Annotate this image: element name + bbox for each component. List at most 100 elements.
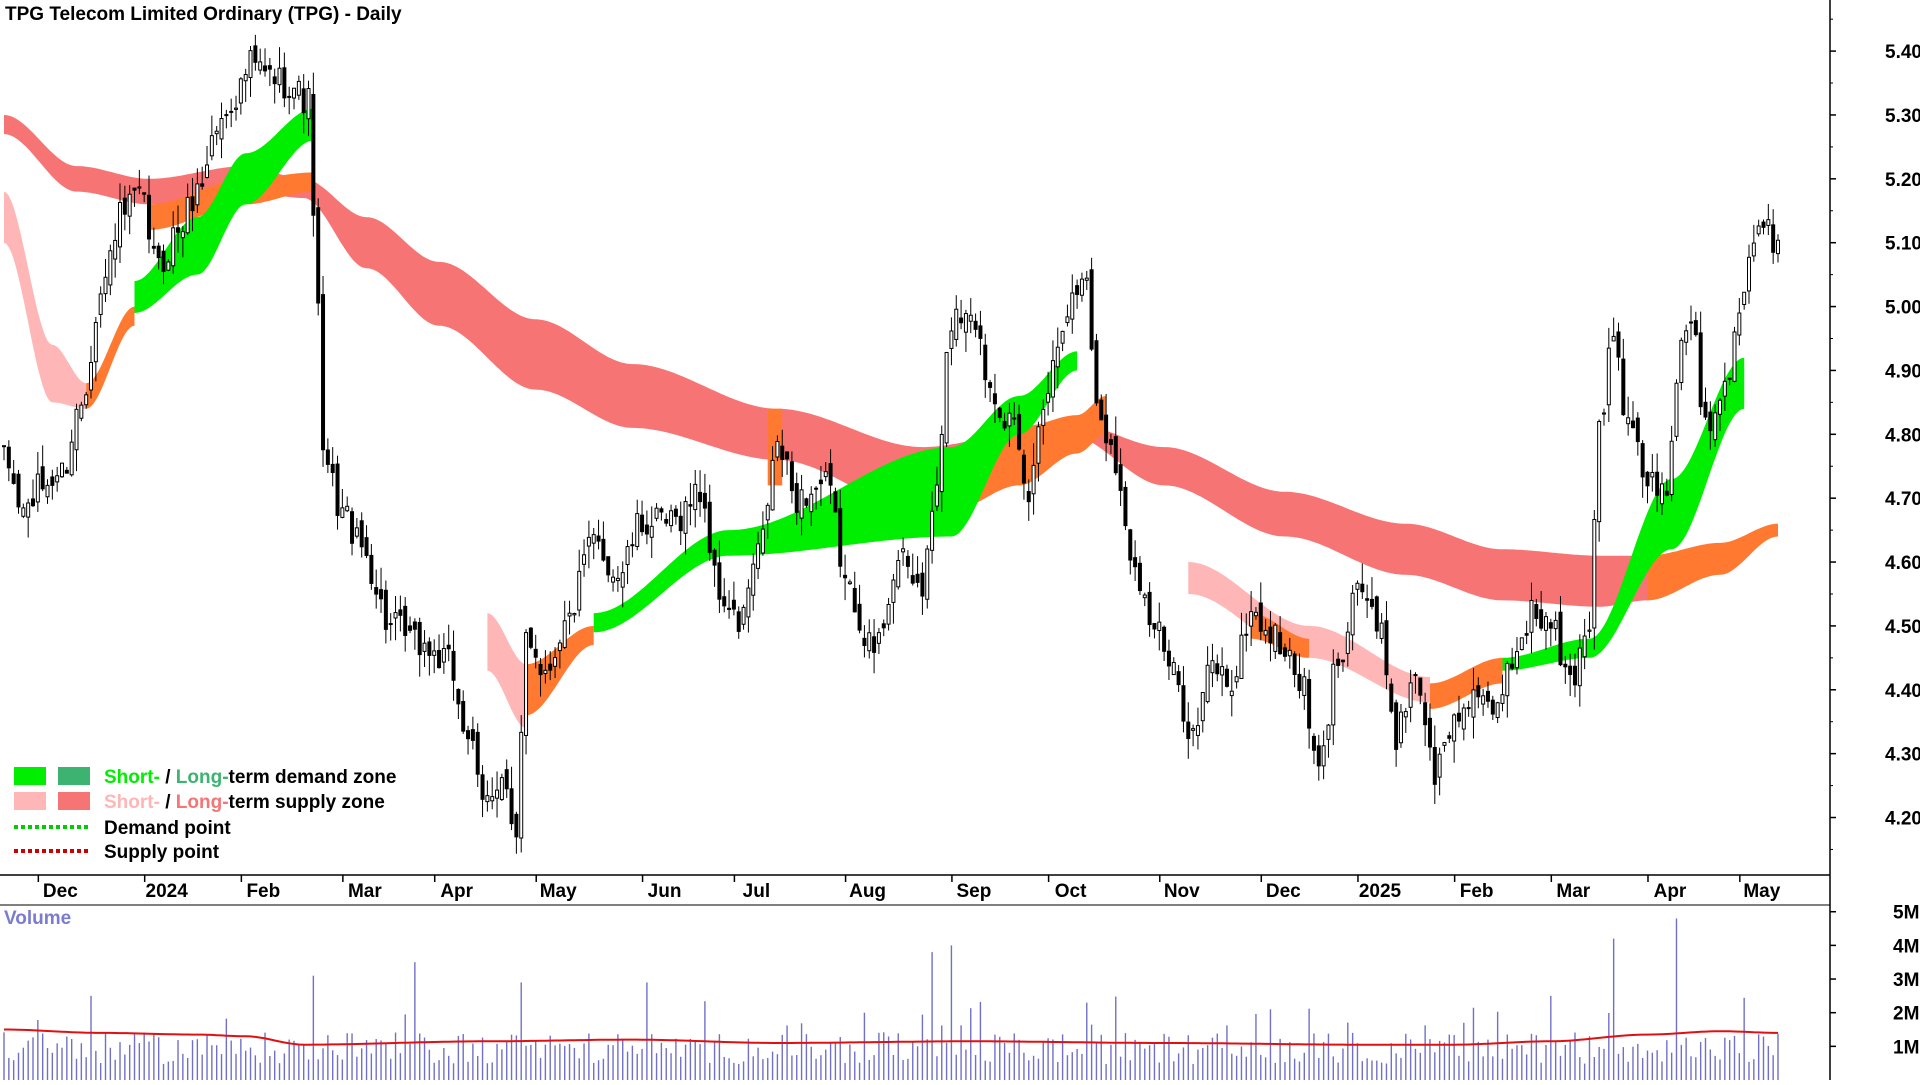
candle (1558, 596, 1563, 667)
candle (1708, 401, 1713, 450)
candle (905, 550, 910, 579)
candle (1606, 327, 1611, 423)
candle-body (601, 538, 606, 561)
candle-body (243, 74, 248, 82)
candle (572, 612, 577, 623)
candle-body (1568, 665, 1573, 675)
candle (282, 52, 287, 108)
candle (1060, 330, 1065, 352)
candle-body (485, 795, 490, 803)
price-tick-label: 5.00 (1885, 298, 1920, 319)
candle (770, 446, 775, 511)
candle-body (1510, 663, 1515, 669)
time-tick-label: Mar (1556, 881, 1590, 902)
price-tick-label: 5.20 (1885, 170, 1920, 191)
candle-body (901, 548, 906, 553)
candle-body (132, 187, 137, 191)
candle-body (340, 507, 345, 518)
candle (1302, 667, 1307, 710)
candle-body (499, 777, 504, 801)
candle (214, 126, 219, 146)
candle (238, 77, 243, 115)
candle (1099, 394, 1104, 421)
volume-label: Volume (4, 908, 71, 929)
candle (137, 169, 142, 195)
candle (533, 634, 538, 669)
candle (707, 484, 712, 561)
candle-body (1186, 721, 1191, 739)
candle-body (664, 519, 669, 524)
candle-body (611, 576, 616, 583)
candle (292, 87, 297, 110)
candle (345, 496, 350, 513)
candle (881, 619, 886, 637)
candle-body (89, 362, 94, 391)
candle (417, 617, 422, 677)
candle (1529, 582, 1534, 654)
candle-body (1664, 490, 1669, 496)
candle-body (717, 562, 722, 600)
candle-body (1133, 557, 1138, 568)
candle-body (1123, 486, 1128, 527)
candle-body (1582, 635, 1587, 658)
candle-body (939, 433, 944, 493)
time-tick-label: Dec (1266, 881, 1301, 902)
candle-body (1476, 685, 1481, 698)
candle-body (1302, 676, 1307, 696)
candle (1321, 730, 1326, 780)
candle (1307, 669, 1312, 749)
candle-body (374, 587, 379, 595)
candle-body (422, 642, 427, 652)
candle-body (1688, 321, 1693, 324)
candle-body (93, 321, 98, 363)
candle (1582, 618, 1587, 670)
candle-body (205, 164, 210, 178)
candle-body (1084, 277, 1089, 281)
candle-body (1079, 278, 1084, 296)
candle-body (678, 515, 683, 532)
candle (185, 183, 190, 236)
candle-body (582, 554, 587, 565)
candle-body (142, 192, 147, 195)
candle (669, 504, 674, 533)
candle (1698, 311, 1703, 415)
candle-body (1234, 676, 1239, 683)
candle (209, 115, 214, 161)
candle-body (1514, 651, 1519, 669)
candle (1655, 453, 1660, 512)
candle (693, 469, 698, 528)
candle-body (437, 650, 442, 669)
legend-demand-short: Short- (104, 767, 160, 788)
candle (1703, 387, 1708, 420)
candle-body (185, 196, 190, 234)
candle-body (1046, 393, 1051, 403)
candle-body (838, 508, 843, 567)
candle (1771, 209, 1776, 264)
candle-body (799, 489, 804, 519)
candle (437, 634, 442, 669)
candle (751, 553, 756, 611)
candle-body (1253, 611, 1258, 617)
candle (1070, 274, 1075, 334)
candle (340, 489, 345, 519)
candle (1166, 639, 1171, 680)
candle-body (818, 479, 823, 485)
candle (1181, 666, 1186, 733)
candle-body (1616, 331, 1621, 358)
candle (789, 451, 794, 504)
candle (654, 503, 659, 522)
candle (364, 525, 369, 559)
candle-body (1640, 443, 1645, 478)
candle-body (1746, 256, 1751, 292)
candle-body (1766, 219, 1771, 226)
candle-body (533, 648, 538, 658)
candle (548, 651, 553, 681)
candle-body (712, 549, 717, 566)
candle (731, 581, 736, 616)
candle (1519, 637, 1524, 651)
candle-body (702, 492, 707, 509)
candle (1215, 654, 1220, 682)
candle-body (1268, 626, 1273, 644)
candle-body (354, 527, 359, 537)
candle (6, 440, 11, 482)
